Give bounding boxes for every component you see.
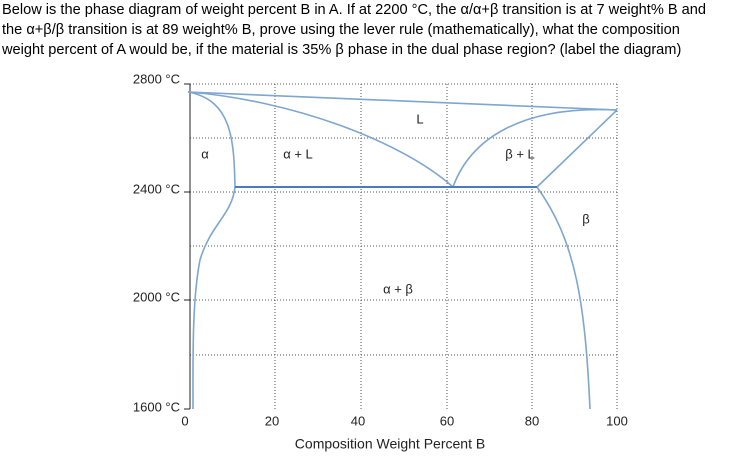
- question-line: the α+β/β transition is at 89 weight% B,…: [2, 22, 680, 38]
- y-tick-label: 2800 °C: [133, 71, 180, 86]
- x-tick-label: 0: [181, 413, 188, 428]
- phase-curves: [187, 91, 618, 410]
- region-label: L: [416, 111, 423, 126]
- region-label: α + L: [283, 146, 313, 161]
- x-tick-label: 80: [525, 413, 539, 428]
- x-axis-label: Composition Weight Percent B: [295, 436, 485, 452]
- region-label: β + L: [505, 146, 535, 161]
- y-tick-label: 2400 °C: [133, 181, 180, 196]
- region-label: α + β: [383, 281, 413, 296]
- y-tick-label: 2000 °C: [133, 289, 180, 304]
- x-tick-label: 60: [440, 413, 454, 428]
- region-label: β: [582, 211, 589, 226]
- question-line: weight percent of A would be, if the mat…: [2, 42, 682, 58]
- x-tick-label: 20: [265, 413, 279, 428]
- grid: [190, 83, 618, 409]
- y-tick-label: 1600 °C: [133, 399, 180, 414]
- question-line: Below is the phase diagram of weight per…: [2, 2, 707, 18]
- region-label: α: [201, 146, 209, 161]
- x-tick-label: 40: [351, 413, 365, 428]
- x-tick-label: 100: [606, 413, 628, 428]
